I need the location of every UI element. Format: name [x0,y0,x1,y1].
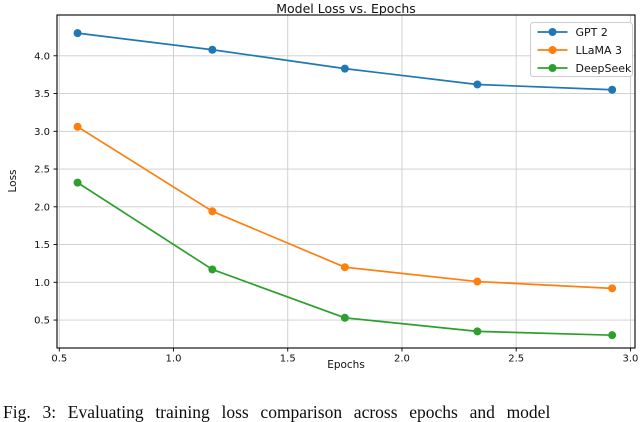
series-point-deepseek [473,327,482,336]
x-axis-label: Epochs [327,359,365,371]
legend-label-llama-3: LLaMA 3 [576,44,623,57]
x-tick-label: 1.0 [166,354,182,365]
chart-canvas: 0.5 1.0 1.5 2.0 2.5 3.0 0.5 1.0 1.5 2.0 2.5 3.0 3.5 4… [34,14,638,365]
series-point-deepseek [73,178,82,187]
legend-box [530,22,633,77]
chart-title: Model Loss vs. Epochs [276,1,416,16]
legend-label-gpt-2: GPT 2 [576,26,608,39]
y-tick-label: 4.0 [34,51,50,62]
series-point-gpt-2 [608,85,617,94]
legend-marker-icon-gpt-2 [548,28,557,36]
y-tick-label: 0.5 [34,316,50,327]
legend-marker-icon-deepseek [548,64,557,72]
y-tick-label: 2.5 [34,165,50,176]
x-tick-label: 3.0 [622,354,638,365]
series-point-llama-3 [73,122,82,131]
x-tick-label: 1.5 [280,354,296,365]
legend-marker-icon-llama-3 [548,46,557,54]
y-tick-label: 3.5 [34,89,50,100]
y-tick-label: 1.0 [34,278,50,289]
series-point-llama-3 [473,277,482,286]
x-tick-label: 0.5 [51,354,67,365]
series-point-deepseek [208,265,217,274]
legend-label-deepseek: DeepSeek [576,62,633,75]
y-axis-label: Loss [7,169,19,193]
series-line-deepseek [77,181,613,337]
series-point-llama-3 [208,207,217,216]
series-point-llama-3 [340,263,349,272]
x-tick-label: 2.0 [394,354,410,365]
series-point-gpt-2 [340,64,349,73]
series-point-gpt-2 [473,80,482,89]
figure-caption: Fig. 3: Evaluating training loss compari… [3,402,551,422]
y-tick-label: 2.0 [34,202,50,213]
series-point-deepseek [340,313,349,322]
series-point-deepseek [608,331,617,340]
series-point-gpt-2 [73,29,82,38]
series-point-gpt-2 [208,45,217,54]
series-point-llama-3 [608,284,617,293]
plot-frame [56,14,636,349]
x-tick-label: 2.5 [508,354,524,365]
y-tick-label: 3.0 [34,127,50,138]
y-tick-label: 1.5 [34,240,50,251]
